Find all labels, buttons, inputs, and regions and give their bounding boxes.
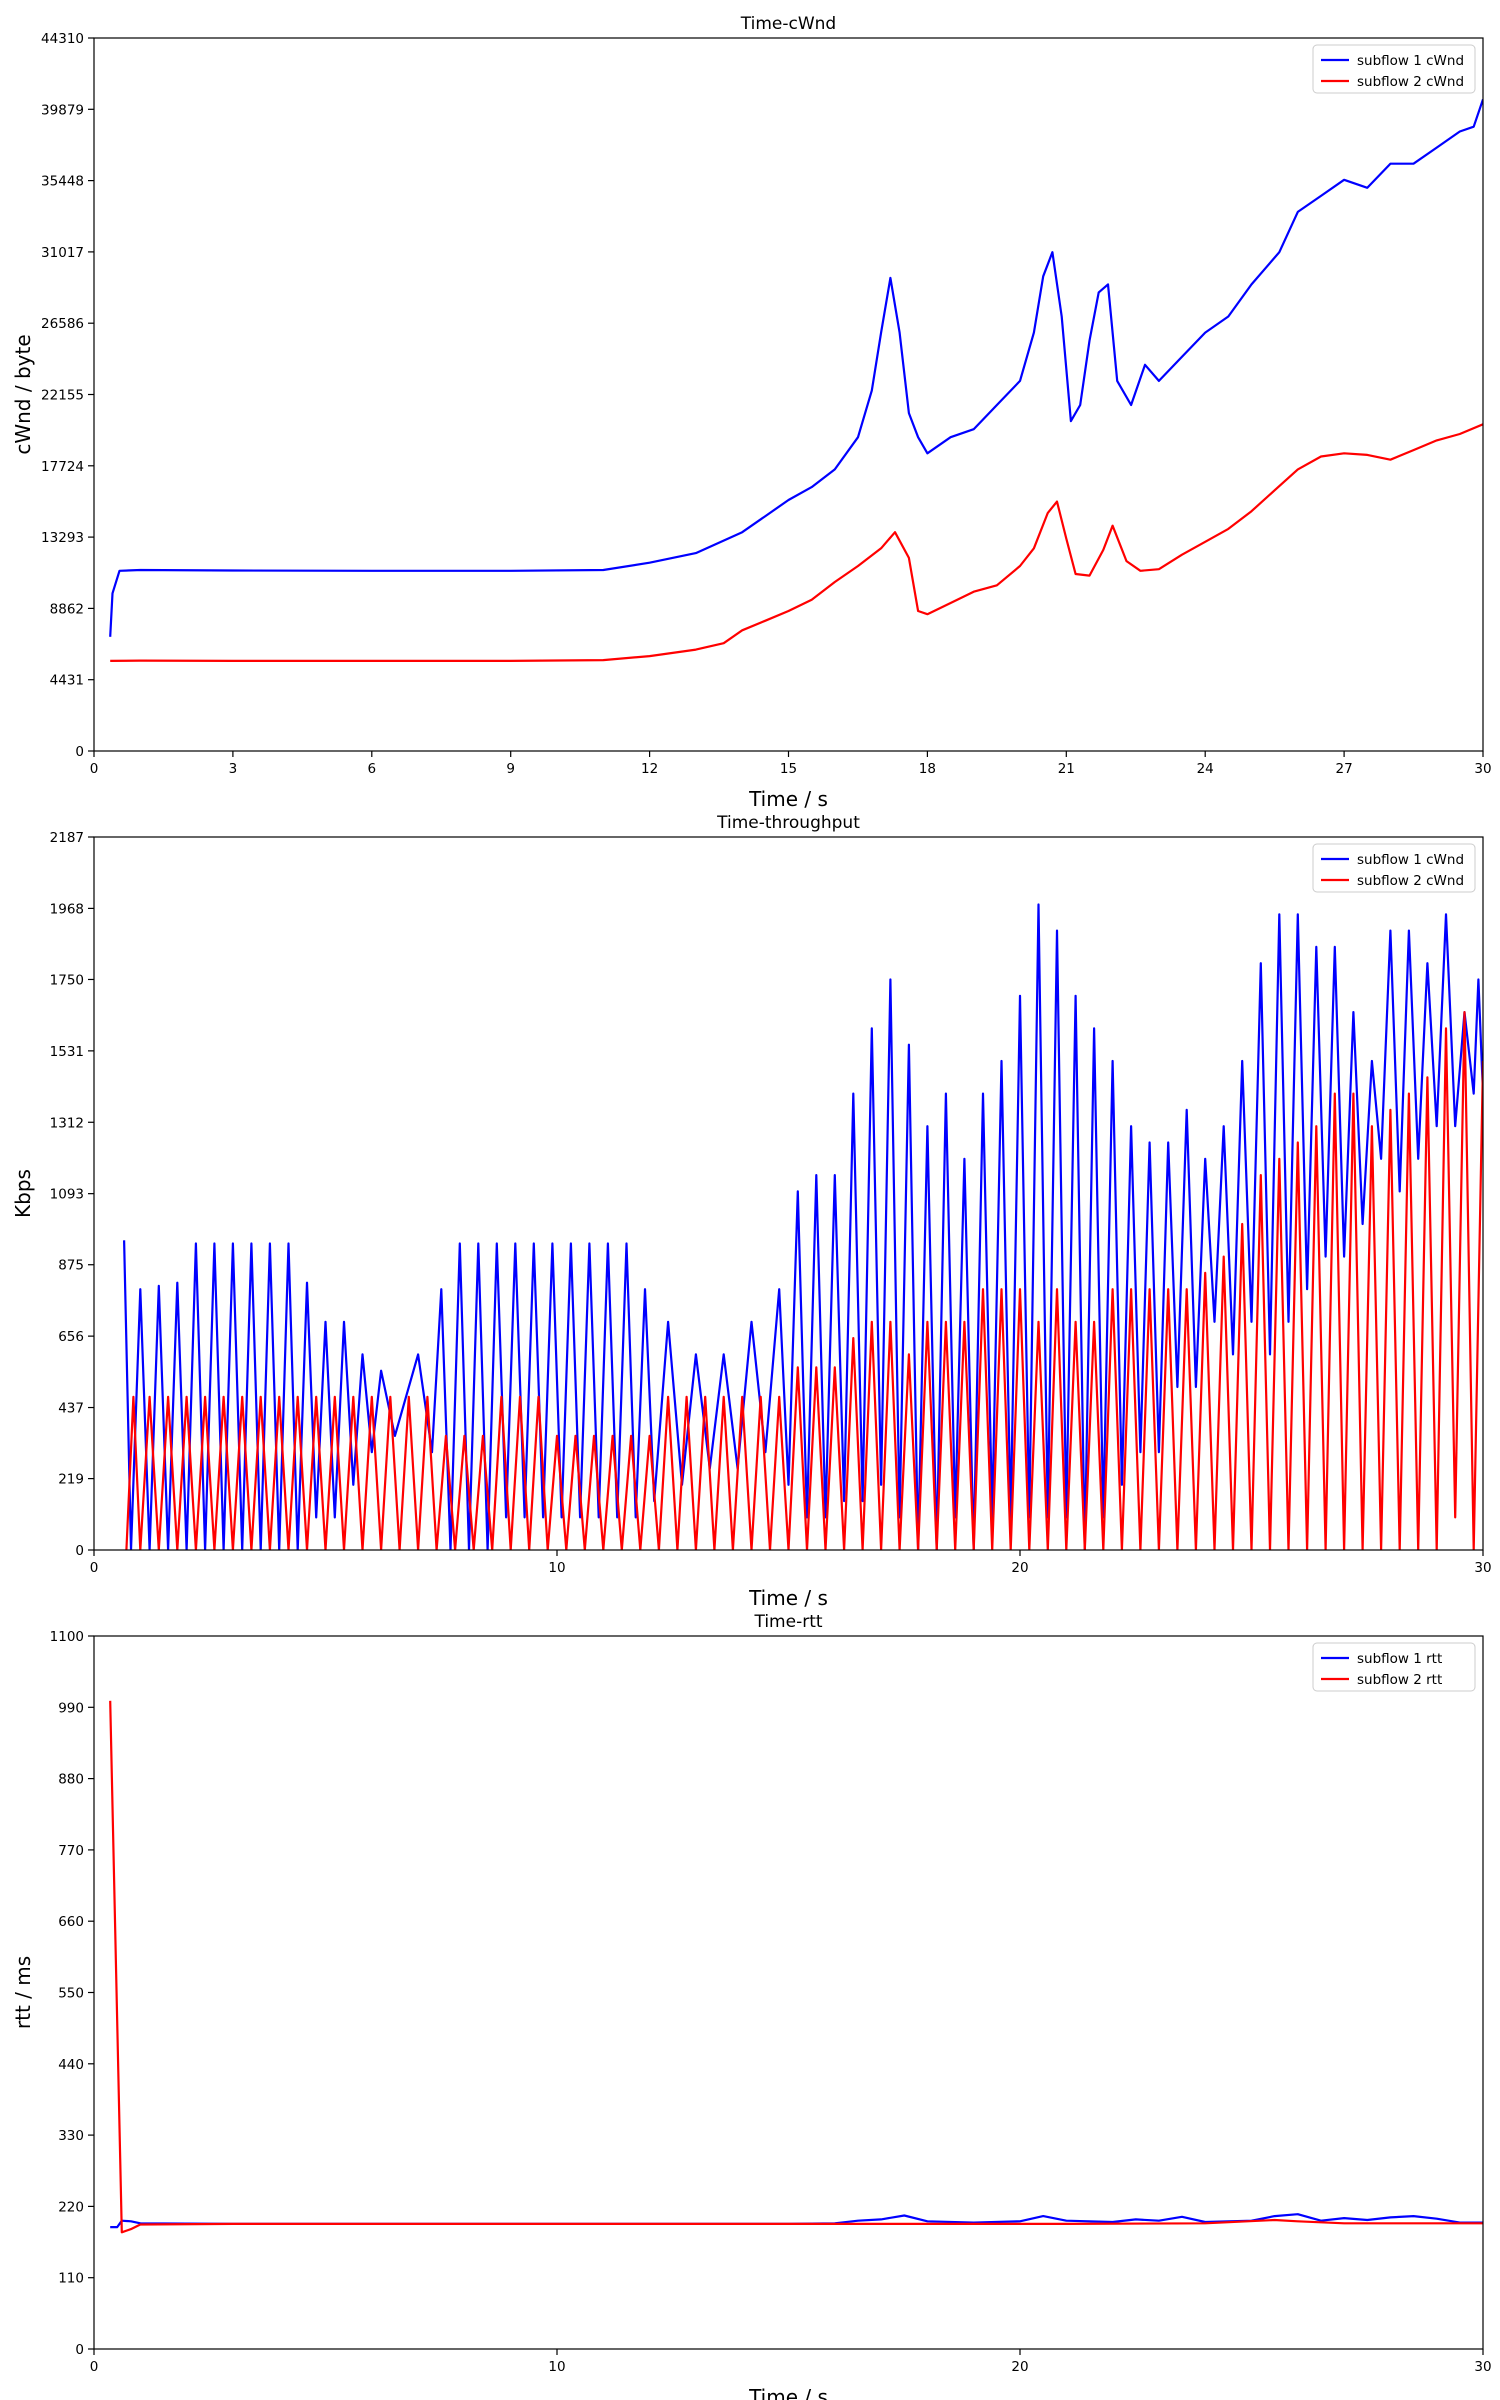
y-tick-label: 770 bbox=[58, 1843, 84, 1859]
y-tick-label: 220 bbox=[58, 2199, 84, 2215]
axes-frame bbox=[93, 1635, 1484, 2350]
y-tick-label: 880 bbox=[58, 1772, 84, 1788]
y-tick-label: 990 bbox=[58, 1700, 84, 1716]
x-axis-label: Time / s bbox=[748, 2385, 828, 2400]
y-tick-label: 660 bbox=[58, 1914, 84, 1930]
chart-title: Time-cWnd bbox=[740, 14, 836, 34]
legend-box bbox=[1312, 1642, 1476, 1692]
x-tick-label: 24 bbox=[1197, 761, 1214, 777]
legend-label: subflow 1 cWnd bbox=[1357, 53, 1464, 69]
y-tick-label: 22155 bbox=[41, 388, 84, 404]
legend-label: subflow 1 rtt bbox=[1357, 1651, 1442, 1667]
y-tick-label: 656 bbox=[58, 1329, 84, 1345]
x-tick-label: 15 bbox=[780, 761, 797, 777]
y-tick-label: 330 bbox=[58, 2128, 84, 2144]
x-tick-label: 20 bbox=[1011, 1560, 1028, 1576]
legend: subflow 1 rtt subflow 2 rtt bbox=[1312, 1642, 1476, 1692]
series-line-2 bbox=[125, 1011, 1483, 1550]
y-tick-label: 0 bbox=[75, 2342, 84, 2358]
x-tick-label: 30 bbox=[1474, 2359, 1491, 2375]
x-tick-label: 21 bbox=[1058, 761, 1075, 777]
x-tick-label: 30 bbox=[1474, 761, 1491, 777]
x-tick-label: 12 bbox=[641, 761, 658, 777]
legend-label: subflow 2 rtt bbox=[1357, 1672, 1442, 1688]
y-tick-label: 1750 bbox=[50, 972, 84, 988]
x-tick-label: 10 bbox=[548, 1560, 565, 1576]
y-tick-label: 0 bbox=[75, 744, 84, 760]
legend: subflow 1 cWnd subflow 2 cWnd bbox=[1312, 44, 1476, 94]
legend-label: subflow 1 cWnd bbox=[1357, 852, 1464, 868]
chart-title: Time-throughput bbox=[716, 813, 860, 833]
axes-frame bbox=[93, 37, 1484, 752]
series-line-1 bbox=[109, 98, 1483, 637]
y-tick-label: 1100 bbox=[50, 1629, 84, 1645]
chart-panel-2: 0 10 20 30 0 219 437 656 875 1093 1312 1531 1750 1968… bbox=[11, 813, 1492, 1610]
y-tick-label: 35448 bbox=[41, 174, 84, 190]
legend-box bbox=[1312, 843, 1476, 893]
x-tick-label: 0 bbox=[90, 2359, 99, 2375]
y-tick-label: 1312 bbox=[50, 1115, 84, 1131]
y-tick-label: 39879 bbox=[41, 102, 84, 118]
y-tick-label: 219 bbox=[58, 1472, 84, 1488]
y-tick-label: 17724 bbox=[41, 459, 84, 475]
y-tick-label: 110 bbox=[58, 2271, 84, 2287]
x-tick-label: 0 bbox=[90, 761, 99, 777]
series-line-2 bbox=[110, 423, 1483, 662]
x-tick-label: 30 bbox=[1474, 1560, 1491, 1576]
x-tick-label: 3 bbox=[229, 761, 238, 777]
y-tick-label: 8862 bbox=[50, 601, 84, 617]
chart-title: Time-rtt bbox=[753, 1612, 822, 1632]
series-line-1 bbox=[123, 903, 1483, 1550]
y-tick-label: 1968 bbox=[50, 901, 84, 917]
y-tick-label: 550 bbox=[58, 1986, 84, 2002]
y-axis-label: rtt / ms bbox=[11, 1956, 35, 2029]
chart-panel-3: 0 10 20 30 0 110 220 330 440 550 660 770 880 990 1100 T… bbox=[11, 1612, 1492, 2400]
y-tick-label: 31017 bbox=[41, 245, 84, 261]
y-axis-label: cWnd / byte bbox=[11, 334, 35, 454]
x-axis-label: Time / s bbox=[748, 787, 828, 811]
y-tick-label: 26586 bbox=[41, 316, 84, 332]
x-tick-label: 20 bbox=[1011, 2359, 1028, 2375]
chart-panel-1: 0 3 6 9 12 15 18 21 24 27 30 0 4431 8862 13293 17724 221… bbox=[11, 14, 1492, 811]
y-tick-label: 44310 bbox=[41, 31, 84, 47]
x-tick-label: 18 bbox=[919, 761, 936, 777]
legend-box bbox=[1312, 44, 1476, 94]
y-tick-label: 875 bbox=[58, 1258, 84, 1274]
y-tick-label: 1531 bbox=[50, 1044, 84, 1060]
y-tick-label: 437 bbox=[58, 1401, 84, 1417]
x-axis-label: Time / s bbox=[748, 1586, 828, 1610]
y-tick-label: 4431 bbox=[50, 673, 84, 689]
y-tick-label: 13293 bbox=[41, 530, 84, 546]
x-tick-label: 9 bbox=[506, 761, 515, 777]
series-line-2 bbox=[109, 1700, 1483, 2234]
y-axis-label: Kbps bbox=[11, 1169, 35, 1218]
x-tick-label: 0 bbox=[90, 1560, 99, 1576]
y-tick-label: 0 bbox=[75, 1543, 84, 1559]
y-tick-label: 440 bbox=[58, 2057, 84, 2073]
y-tick-label: 1093 bbox=[50, 1187, 84, 1203]
x-tick-label: 6 bbox=[368, 761, 377, 777]
legend-label: subflow 2 cWnd bbox=[1357, 873, 1464, 889]
x-tick-label: 10 bbox=[548, 2359, 565, 2375]
legend: subflow 1 cWnd subflow 2 cWnd bbox=[1312, 843, 1476, 893]
x-tick-label: 27 bbox=[1336, 761, 1353, 777]
y-tick-label: 2187 bbox=[50, 830, 84, 846]
legend-label: subflow 2 cWnd bbox=[1357, 74, 1464, 90]
